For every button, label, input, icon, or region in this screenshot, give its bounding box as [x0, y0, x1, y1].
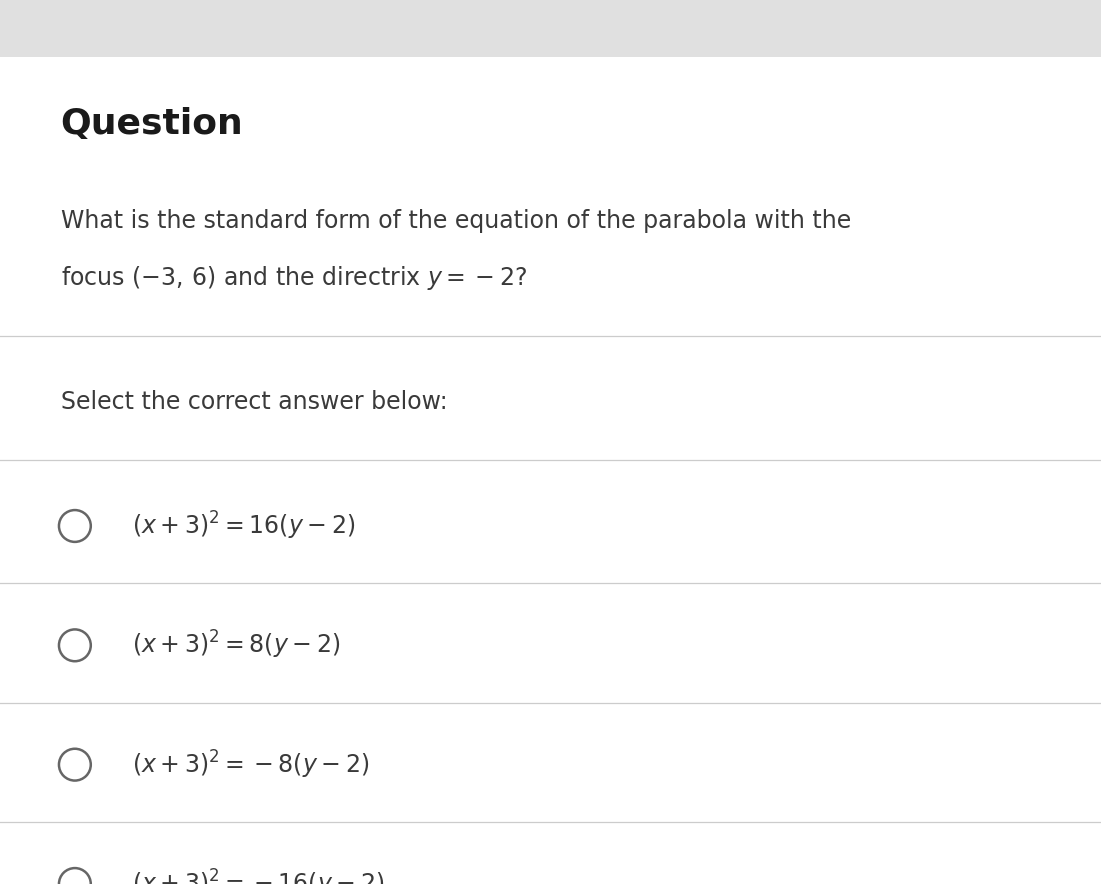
Text: $(x + 3)^2 = 8(y - 2)$: $(x + 3)^2 = 8(y - 2)$	[132, 629, 340, 661]
Text: Select the correct answer below:: Select the correct answer below:	[61, 390, 447, 415]
Text: What is the standard form of the equation of the parabola with the: What is the standard form of the equatio…	[61, 209, 851, 233]
Text: focus $(-3,\, 6)$ and the directrix $y = -2$?: focus $(-3,\, 6)$ and the directrix $y =…	[61, 264, 526, 293]
FancyBboxPatch shape	[0, 0, 1101, 57]
Text: $(x + 3)^2 = 16(y - 2)$: $(x + 3)^2 = 16(y - 2)$	[132, 510, 356, 542]
Text: $(x + 3)^2 = -16(y - 2)$: $(x + 3)^2 = -16(y - 2)$	[132, 868, 384, 884]
FancyBboxPatch shape	[0, 57, 1101, 884]
Text: Question: Question	[61, 107, 243, 141]
Text: $(x + 3)^2 = -8(y - 2)$: $(x + 3)^2 = -8(y - 2)$	[132, 749, 370, 781]
